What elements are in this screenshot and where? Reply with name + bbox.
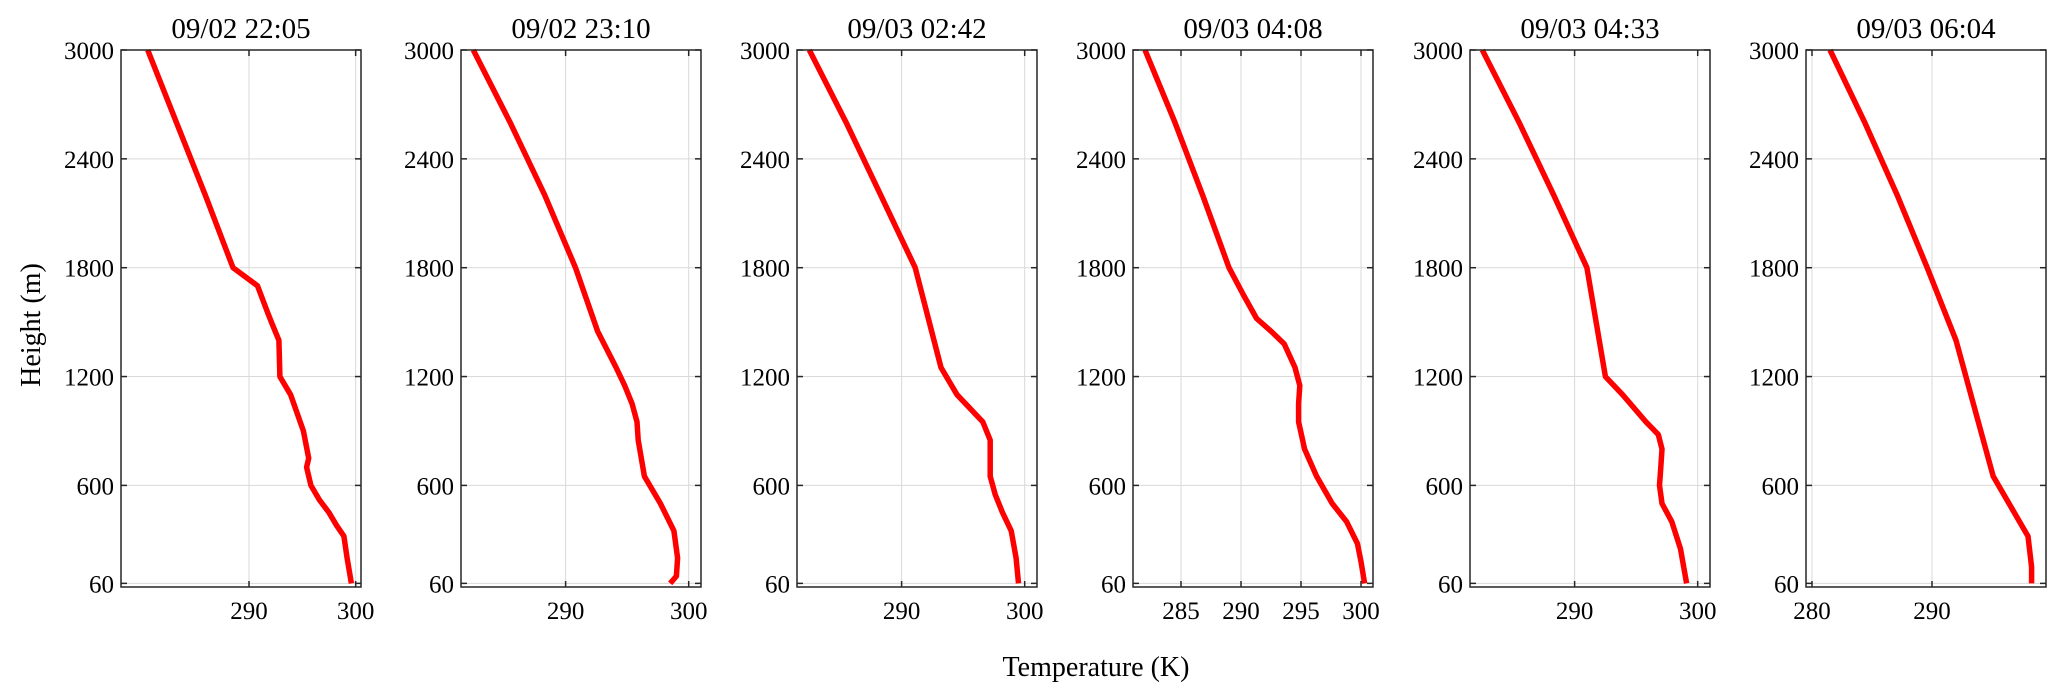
y-tick-label: 1800 [1076,256,1126,283]
x-tick-label: 300 [1679,598,1717,625]
y-tick-label: 1800 [1749,256,1799,283]
x-tick-label: 295 [1282,598,1320,625]
y-tick-label: 60 [1438,571,1463,598]
y-tick-label: 2400 [740,147,790,174]
y-tick-label: 60 [765,571,790,598]
x-tick-label: 300 [1006,598,1044,625]
chart-panel: 60 600 1200 1800 2400 3000 285 290 295 300 09/03 0… [1076,13,1380,625]
y-tick-label: 1200 [404,365,454,392]
y-tick-label: 60 [89,571,114,598]
temperature-profile-line [1142,48,1368,584]
panel-title: 09/02 23:10 [511,13,650,45]
y-tick-label: 1200 [1749,365,1799,392]
y-tick-label: 2400 [1413,147,1463,174]
x-tick-label: 290 [1222,598,1260,625]
x-tick-label: 300 [337,598,375,625]
x-tick-label: 290 [1556,598,1594,625]
y-tick-label: 600 [1426,473,1464,500]
y-tick-label: 3000 [1076,38,1126,65]
temperature-profile-line [1827,48,2035,584]
y-tick-label: 600 [417,473,455,500]
y-tick-label: 1800 [64,256,114,283]
chart-panel: 60 600 1200 1800 2400 3000 280 290 09/03 06:04 [1749,13,2047,625]
x-tick-label: 290 [883,598,921,625]
x-axis-title: Temperature (K) [1003,652,1190,683]
y-tick-label: 2400 [404,147,454,174]
axes-frame [1469,49,1711,588]
y-tick-label: 1200 [740,365,790,392]
axes-frame [796,49,1038,588]
chart-panel: 60 600 1200 1800 2400 3000 290 300 09/02 23:10 [404,13,707,625]
x-tick-label: 285 [1162,598,1200,625]
axes-frame [460,49,702,588]
y-tick-label: 1800 [404,256,454,283]
x-tick-label: 300 [1342,598,1380,625]
y-tick-label: 2400 [64,147,114,174]
y-tick-label: 1200 [1413,365,1463,392]
y-tick-label: 1800 [1413,256,1463,283]
x-tick-label: 300 [670,598,708,625]
axes-frame [1132,49,1374,588]
y-tick-label: 60 [1101,571,1126,598]
y-tick-label: 3000 [404,38,454,65]
panel-title: 09/03 04:33 [1520,13,1659,45]
x-tick-label: 280 [1793,598,1831,625]
axes-frame [1805,49,2047,588]
y-tick-label: 600 [77,473,115,500]
y-tick-label: 600 [1089,473,1127,500]
x-tick-label: 290 [1913,598,1951,625]
y-tick-label: 1200 [64,365,114,392]
chart-panel: 60 600 1200 1800 2400 3000 290 300 09/03 02:42 [740,13,1043,625]
temperature-profile-line [806,48,1022,584]
y-tick-label: 3000 [64,38,114,65]
y-tick-label: 2400 [1749,147,1799,174]
temperature-profile-line [470,48,681,586]
y-tick-label: 1800 [740,256,790,283]
y-tick-label: 60 [429,571,454,598]
panel-title: 09/03 02:42 [847,13,986,45]
axes-frame [120,49,362,588]
chart-panel: 60 600 1200 1800 2400 3000 290 300 09/02 22:05 [64,13,374,625]
chart-panel: 60 600 1200 1800 2400 3000 290 300 09/03 04:33 [1413,13,1716,625]
temperature-profile-line [1479,48,1690,584]
y-axis-title: Height (m) [16,263,47,387]
y-tick-label: 3000 [740,38,790,65]
temperature-profile-line [145,48,355,584]
panel-title: 09/03 04:08 [1183,13,1322,45]
x-tick-label: 290 [230,598,268,625]
y-tick-label: 3000 [1413,38,1463,65]
x-tick-label: 290 [547,598,585,625]
y-tick-label: 600 [753,473,791,500]
y-tick-label: 3000 [1749,38,1799,65]
y-tick-label: 60 [1774,571,1799,598]
y-tick-label: 600 [1762,473,1800,500]
y-tick-label: 1200 [1076,365,1126,392]
panel-title: 09/03 06:04 [1856,13,1996,45]
y-tick-label: 2400 [1076,147,1126,174]
panel-title: 09/02 22:05 [171,13,310,45]
